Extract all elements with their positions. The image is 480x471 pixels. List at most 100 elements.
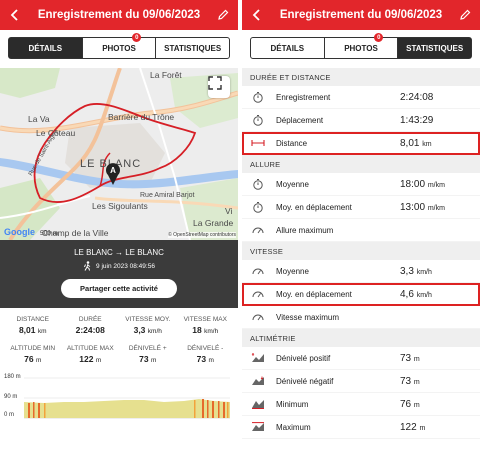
stat-row: Dénivelé négatif 73 m <box>242 370 480 393</box>
expand-map-button[interactable] <box>208 76 230 98</box>
stat-unit: m <box>419 424 426 432</box>
stat-value: 2:24:08 <box>75 325 105 335</box>
svg-text:A: A <box>110 166 116 175</box>
distance-icon <box>250 135 266 151</box>
stat-unit: km/h <box>147 328 162 335</box>
activity-datetime: 9 juin 2023 08:49:56 <box>96 262 155 270</box>
tab-label: DÉTAILS <box>270 43 305 53</box>
tab-photos[interactable]: PHOTOS 0 <box>83 33 157 58</box>
map-label: Champ de la Ville <box>42 228 109 238</box>
photos-count-badge: 0 <box>374 33 384 42</box>
back-icon[interactable] <box>250 8 264 22</box>
stat-duration: DURÉE 2:24:08 <box>62 316 120 335</box>
stat-unit: km <box>37 328 47 335</box>
stat-row: Allure maximum <box>242 219 480 242</box>
stat-value: 76 <box>400 398 412 410</box>
stat-max-speed: VITESSE MAX 18 km/h <box>177 316 235 335</box>
map-label: Les Sigoulants <box>92 201 148 211</box>
stat-row-value: 1:43:29 <box>400 115 472 126</box>
stat-row: Dénivelé positif 73 m <box>242 347 480 370</box>
stat-unit: m/km <box>427 204 445 212</box>
stat-unit: m <box>150 357 157 364</box>
stat-unit: m <box>413 355 420 363</box>
stat-unit: m <box>35 357 42 364</box>
tab-label: STATISTIQUES <box>406 43 464 53</box>
stat-row: Maximum 122 m <box>242 416 480 439</box>
map-label: Le Côteau <box>36 128 76 138</box>
elevation-axis-label: 180 m <box>4 374 21 380</box>
elevation-chart[interactable]: 180 m 90 m 0 m <box>4 374 234 436</box>
stat-row: Moy. en déplacement 4,6 km/h <box>242 283 480 306</box>
stopwatch-icon <box>250 199 266 215</box>
page-title: Enregistrement du 09/06/2023 <box>37 9 201 21</box>
stat-row-label: Enregistrement <box>276 92 331 102</box>
elevation-min-icon <box>250 396 266 412</box>
stat-value: 76 <box>24 354 34 364</box>
tab-label: DÉTAILS <box>28 43 63 53</box>
gauge-icon <box>250 263 266 279</box>
stat-elev-gain: DÉNIVELÉ + 73 m <box>119 345 177 364</box>
stat-row-value: 73 m <box>400 353 472 364</box>
map-label: Vi <box>225 206 233 216</box>
hiker-icon <box>84 261 91 271</box>
statistics-list: DURÉE ET DISTANCE Enregistrement 2:24:08 D… <box>242 68 480 439</box>
stat-label: ALTITUDE MAX <box>66 345 114 352</box>
stat-unit: m <box>208 357 214 364</box>
stat-row-label: Moy. en déplacement <box>276 202 352 212</box>
stat-unit: m <box>95 357 102 364</box>
stat-unit: km <box>422 140 432 148</box>
stat-row: Distance 8,01 km <box>242 132 480 155</box>
elevation-axis-label: 90 m <box>4 394 18 400</box>
stat-value: 2:24:08 <box>400 91 434 103</box>
divider <box>238 0 242 471</box>
google-logo: Google <box>4 227 35 237</box>
stat-value: 73 <box>400 375 412 387</box>
tab-details[interactable]: DÉTAILS <box>251 38 325 58</box>
start-marker-icon: A <box>106 163 120 185</box>
expand-icon <box>208 76 222 90</box>
elevation-max-icon <box>250 419 266 435</box>
tab-photos[interactable]: PHOTOS 0 <box>325 33 399 58</box>
stat-row: Déplacement 1:43:29 <box>242 109 480 132</box>
route-title: LE BLANC → LE BLANC <box>74 248 164 257</box>
app-header: Enregistrement du 09/06/2023 <box>0 0 238 30</box>
stat-row: Minimum 76 m <box>242 393 480 416</box>
edit-icon[interactable] <box>458 8 472 22</box>
route-map[interactable]: La Forêt Barrière du Trône La Va Le Côte… <box>0 68 238 240</box>
stat-row-value: 3,3 km/h <box>400 266 472 277</box>
section-header: ALLURE <box>242 155 480 173</box>
section-header: VITESSE <box>242 242 480 260</box>
stat-row-value: 73 m <box>400 376 472 387</box>
stat-row-value: 18:00 m/km <box>400 179 472 190</box>
stat-row-value: 4,6 km/h <box>400 289 472 300</box>
tab-statistics[interactable]: STATISTIQUES <box>156 38 229 58</box>
stat-row-value: 2:24:08 <box>400 92 472 103</box>
stat-row-value: 8,01 km <box>400 138 472 149</box>
stat-label: VITESSE MOY. <box>125 316 171 323</box>
stat-row-label: Déplacement <box>276 115 324 125</box>
tab-statistics[interactable]: STATISTIQUES <box>398 38 472 58</box>
stat-value: 4,6 <box>400 288 414 300</box>
stat-value: 8,01 <box>400 137 420 149</box>
stat-row-label: Distance <box>276 138 308 148</box>
stat-distance: DISTANCE 8,01 km <box>4 316 62 335</box>
stat-row-value: 13:00 m/km <box>400 202 472 213</box>
section-header: DURÉE ET DISTANCE <box>242 68 480 86</box>
stat-row-label: Dénivelé positif <box>276 353 331 363</box>
stat-row: Moy. en déplacement 13:00 m/km <box>242 196 480 219</box>
tab-bar: DÉTAILS PHOTOS 0 STATISTIQUES <box>0 30 238 68</box>
elevation-axis-label: 0 m <box>4 412 15 418</box>
stat-label: DISTANCE <box>16 316 49 323</box>
tab-label: PHOTOS <box>344 43 378 53</box>
map-label: La Forêt <box>150 70 182 80</box>
tab-details[interactable]: DÉTAILS <box>9 38 83 58</box>
stat-unit: km/h <box>416 291 432 299</box>
share-button[interactable]: Partager cette activité <box>61 279 177 298</box>
stat-avg-speed: VITESSE MOY. 3,3 km/h <box>119 316 177 335</box>
tab-bar: DÉTAILS PHOTOS 0 STATISTIQUES <box>242 30 480 68</box>
edit-icon[interactable] <box>216 8 230 22</box>
back-icon[interactable] <box>8 8 22 22</box>
map-copyright[interactable]: © OpenStreetMap contributors <box>168 232 236 238</box>
stat-value: 3,3 <box>133 325 146 335</box>
section-header: ALTIMÉTRIE <box>242 329 480 347</box>
